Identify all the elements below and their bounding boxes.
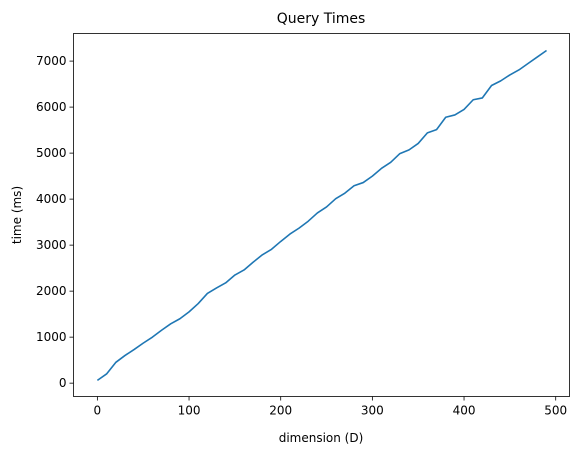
x-tick-label: 0 bbox=[94, 404, 102, 418]
plot-frame bbox=[73, 33, 570, 397]
y-tick-label: 6000 bbox=[36, 100, 67, 114]
y-tick-label: 3000 bbox=[36, 238, 67, 252]
y-tick-label: 5000 bbox=[36, 146, 67, 160]
y-tick-label: 7000 bbox=[36, 54, 67, 68]
series-line-0 bbox=[96, 49, 547, 382]
x-tick-label: 500 bbox=[544, 404, 567, 418]
x-tick-label: 100 bbox=[178, 404, 201, 418]
y-tick-label: 4000 bbox=[36, 192, 67, 206]
x-tick-label: 400 bbox=[453, 404, 476, 418]
chart-title: Query Times bbox=[277, 11, 366, 27]
y-tick-label: 0 bbox=[59, 376, 67, 390]
x-tick-label: 200 bbox=[269, 404, 292, 418]
y-tick-label: 2000 bbox=[36, 284, 67, 298]
y-tick-label: 1000 bbox=[36, 330, 67, 344]
x-tick-label: 300 bbox=[361, 404, 384, 418]
x-axis-label: dimension (D) bbox=[279, 431, 364, 445]
y-axis-label: time (ms) bbox=[10, 186, 24, 244]
